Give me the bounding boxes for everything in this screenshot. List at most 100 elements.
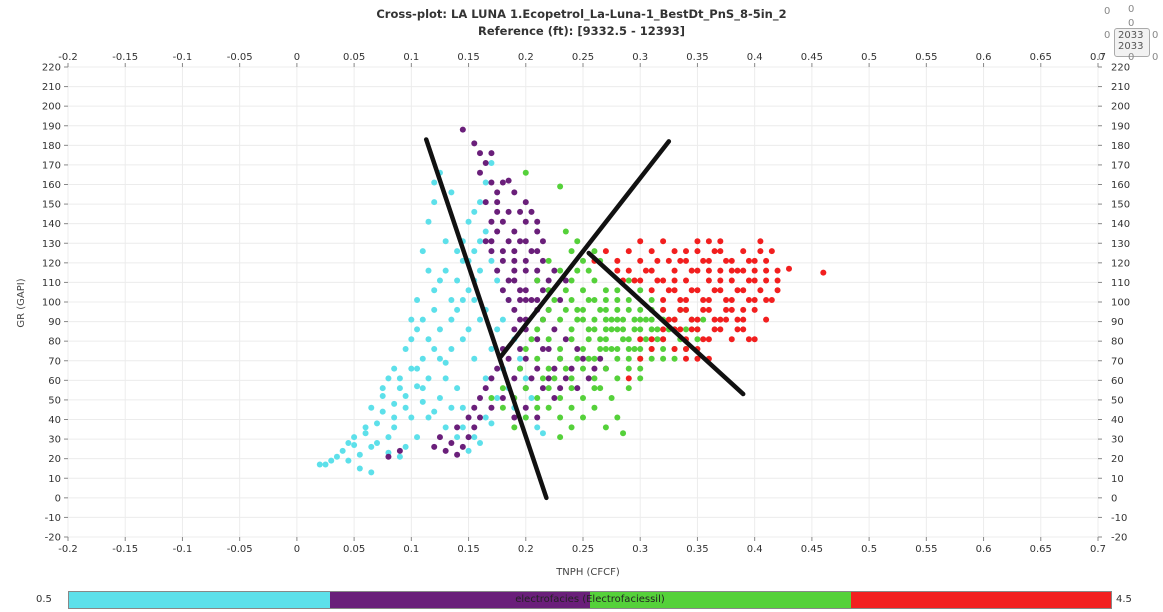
data-point-series-4 xyxy=(705,297,712,304)
data-point-series-2 xyxy=(551,326,558,333)
data-point-series-2 xyxy=(534,365,541,372)
data-point-series-2 xyxy=(597,355,604,362)
data-point-series-4 xyxy=(745,336,752,343)
data-point-series-2 xyxy=(557,385,564,392)
data-point-series-1 xyxy=(465,218,472,225)
data-point-series-1 xyxy=(459,424,466,431)
x-axis-label: TNPH (CFCF) xyxy=(555,567,620,578)
data-point-series-4 xyxy=(648,336,655,343)
data-point-series-1 xyxy=(442,424,449,431)
data-point-series-4 xyxy=(660,336,667,343)
data-point-series-2 xyxy=(539,385,546,392)
data-point-series-3 xyxy=(580,316,586,323)
data-point-series-3 xyxy=(631,346,638,352)
data-point-series-2 xyxy=(551,365,558,372)
data-point-series-2 xyxy=(477,414,483,421)
data-point-series-3 xyxy=(625,277,632,284)
data-point-series-3 xyxy=(528,336,535,343)
data-point-series-2 xyxy=(534,248,541,255)
y-tick-label-right: 120 xyxy=(1111,258,1130,269)
data-point-series-3 xyxy=(574,306,581,313)
x-tick-label: 0.6 xyxy=(976,544,992,555)
data-point-series-4 xyxy=(637,238,644,245)
data-point-series-3 xyxy=(614,287,621,294)
data-point-series-1 xyxy=(379,385,386,392)
y-tick-label-right: 30 xyxy=(1111,435,1124,446)
data-point-series-2 xyxy=(494,228,501,235)
data-point-series-3 xyxy=(522,414,529,421)
data-point-series-3 xyxy=(545,336,552,343)
x-tick-label: 0.4 xyxy=(747,544,763,555)
data-point-series-4 xyxy=(677,326,684,333)
data-point-series-3 xyxy=(648,355,655,362)
data-point-series-1 xyxy=(368,469,375,476)
data-point-series-4 xyxy=(665,287,672,294)
data-point-series-4 xyxy=(734,287,741,294)
data-point-series-3 xyxy=(517,365,524,372)
data-point-series-2 xyxy=(562,277,569,284)
data-point-series-1 xyxy=(414,383,421,390)
x-tick-label-top: 0.35 xyxy=(686,52,708,63)
data-point-series-4 xyxy=(694,267,701,274)
data-point-series-3 xyxy=(602,316,609,323)
data-point-series-2 xyxy=(580,355,586,362)
data-point-series-3 xyxy=(608,394,615,401)
data-point-series-1 xyxy=(448,316,455,323)
data-point-series-3 xyxy=(602,346,609,352)
crossplot-chart[interactable]: -0.2 -0.15 -0.1 -0.05 0 0.05 0.1 0.15 0.2 0.25 0.3… xyxy=(0,0,1163,590)
counter-bot-right: 0 xyxy=(1152,52,1159,63)
zoom-counter[interactable]: 0 0 0 0 2033 2033 0 0 0 0 xyxy=(1098,4,1160,63)
counter-bot-mid: 0 xyxy=(1128,52,1135,63)
data-point-series-3 xyxy=(591,248,598,255)
data-point-series-1 xyxy=(465,326,472,333)
chart-title: Cross-plot: LA LUNA 1.Ecopetrol_La-Luna-… xyxy=(0,6,1163,40)
y-tick-label: 70 xyxy=(48,356,61,367)
data-point-series-2 xyxy=(562,336,569,343)
data-point-series-1 xyxy=(368,404,375,411)
counter-box[interactable] xyxy=(1114,28,1150,57)
y-tick-label-right: 220 xyxy=(1111,63,1130,74)
data-point-series-4 xyxy=(614,257,621,264)
data-point-series-3 xyxy=(591,277,598,284)
data-point-series-3 xyxy=(585,355,592,362)
data-point-series-3 xyxy=(562,365,569,372)
x-tick-label-top: 0.05 xyxy=(343,52,365,63)
data-point-series-3 xyxy=(631,326,638,333)
data-point-series-2 xyxy=(528,375,535,382)
data-point-series-1 xyxy=(351,441,358,448)
data-point-series-1 xyxy=(391,365,398,372)
y-tick-label-right: 180 xyxy=(1111,141,1130,152)
data-point-series-1 xyxy=(482,179,489,186)
data-point-series-2 xyxy=(568,365,575,372)
x-tick-label-top: 0.4 xyxy=(747,52,763,63)
data-point-series-3 xyxy=(602,365,609,372)
data-point-series-1 xyxy=(431,199,438,206)
data-point-series-3 xyxy=(660,355,667,362)
y-tick-label: 0 xyxy=(55,493,61,504)
data-point-series-2 xyxy=(511,326,518,333)
data-point-series-2 xyxy=(522,404,529,411)
data-point-series-4 xyxy=(625,248,632,255)
data-point-series-4 xyxy=(745,297,752,304)
data-point-series-3 xyxy=(654,326,661,333)
data-point-series-4 xyxy=(711,326,718,333)
data-point-series-3 xyxy=(614,316,621,323)
data-point-series-1 xyxy=(414,297,421,304)
data-point-series-4 xyxy=(694,326,701,333)
data-point-series-3 xyxy=(551,375,558,382)
data-point-series-4 xyxy=(677,257,684,264)
data-point-series-3 xyxy=(539,375,546,382)
data-point-series-3 xyxy=(499,385,506,392)
data-point-series-3 xyxy=(631,316,638,323)
data-point-series-1 xyxy=(356,451,363,458)
data-point-series-2 xyxy=(494,267,501,274)
data-point-series-3 xyxy=(597,336,604,343)
data-point-series-3 xyxy=(585,267,592,274)
data-point-series-4 xyxy=(723,316,730,323)
data-point-series-4 xyxy=(671,287,678,294)
data-point-series-1 xyxy=(459,297,466,304)
data-point-series-4 xyxy=(660,326,667,333)
data-point-series-2 xyxy=(488,218,495,225)
data-point-series-1 xyxy=(488,159,495,166)
data-point-series-4 xyxy=(740,316,747,323)
